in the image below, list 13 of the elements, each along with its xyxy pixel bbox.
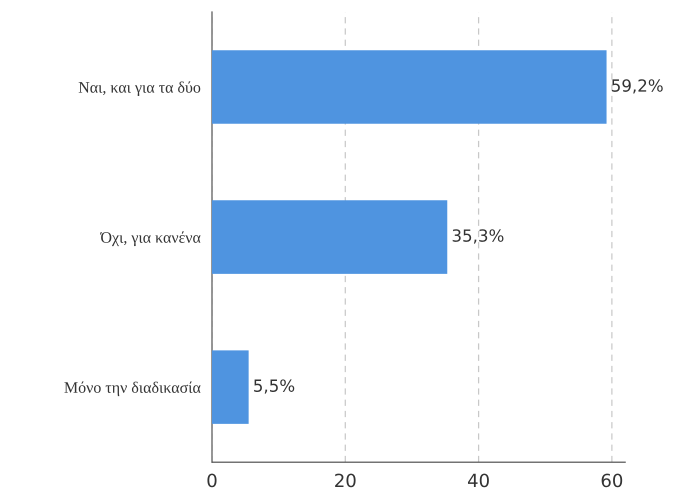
- x-tick-label: 60: [602, 474, 622, 488]
- y-tick-label: Ναι, και για τα δύο: [78, 81, 200, 96]
- data-label: 5,5%: [254, 379, 294, 394]
- bar: [212, 350, 249, 424]
- data-label: 35,3%: [452, 229, 504, 244]
- bar: [212, 200, 448, 274]
- bar: [212, 50, 607, 124]
- x-tick-label: 0: [207, 474, 217, 488]
- y-tick-label: Μόνο την διαδικασία: [64, 381, 201, 396]
- x-tick-label: 40: [468, 474, 489, 488]
- x-tick-label: 20: [335, 474, 356, 488]
- y-tick-label: Όχι, για κανένα: [100, 231, 201, 246]
- data-label: 59,2%: [612, 79, 663, 94]
